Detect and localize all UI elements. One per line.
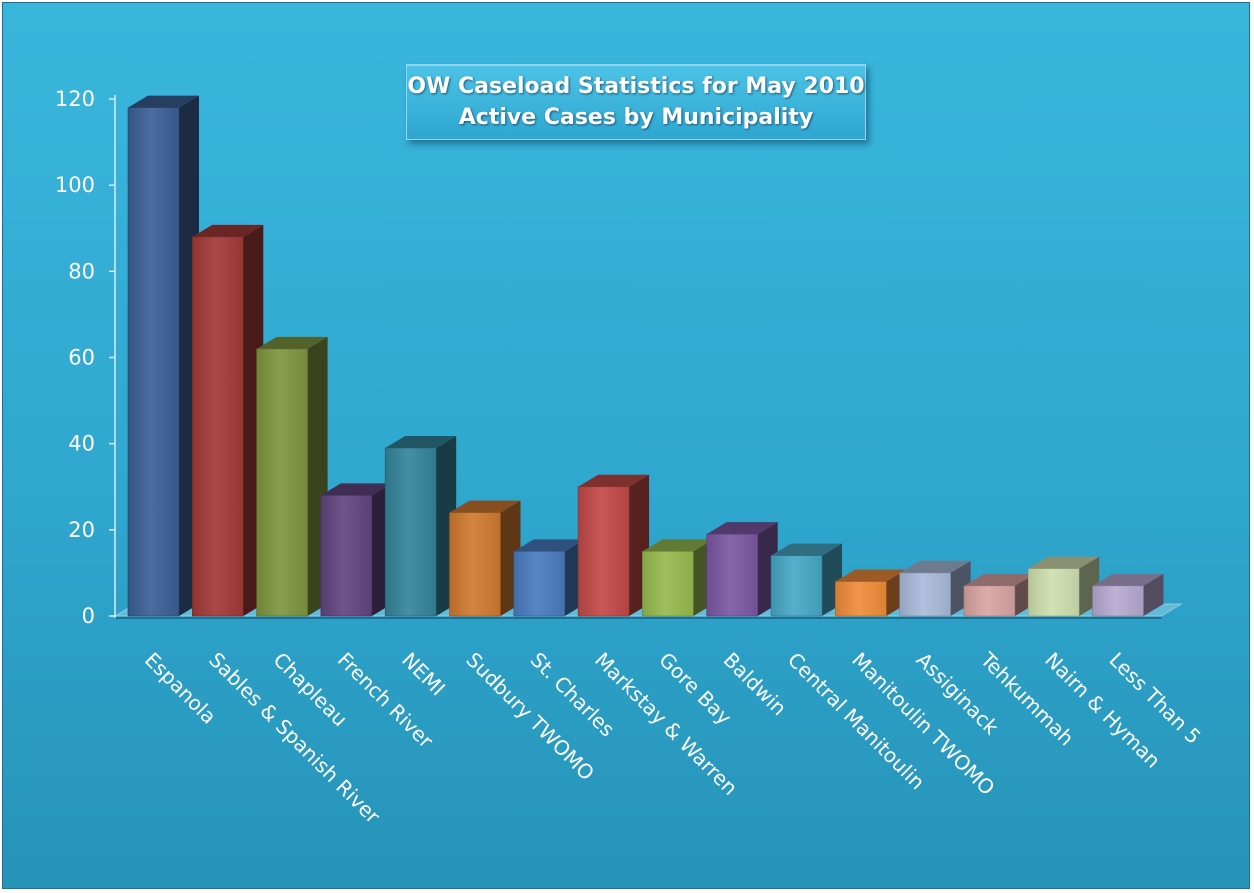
bar <box>1027 556 1100 617</box>
y-tick-label: 100 <box>55 173 95 197</box>
bar-front <box>513 551 566 617</box>
bar-front <box>256 348 308 617</box>
bar-front <box>963 585 1016 617</box>
bar-front <box>834 581 887 617</box>
bar-top <box>449 500 521 513</box>
bar <box>963 573 1035 617</box>
bar <box>834 569 907 617</box>
y-tick-label: 20 <box>68 518 95 542</box>
bar <box>127 95 199 617</box>
bar-top <box>963 573 1035 586</box>
bar-top <box>706 522 778 535</box>
bar-side <box>1143 573 1164 616</box>
bar <box>770 543 842 617</box>
bar-top <box>642 539 714 552</box>
bar <box>577 474 650 617</box>
bar-top <box>899 560 971 573</box>
bar-top <box>835 569 907 582</box>
bar <box>513 539 585 617</box>
bar-top <box>513 539 585 552</box>
bar-top <box>1028 556 1100 569</box>
bar-front <box>449 512 501 617</box>
y-tick-label: 80 <box>68 259 95 283</box>
bar <box>899 560 971 617</box>
bar-front <box>1027 568 1080 617</box>
x-tick-label: Nairn & Hyman <box>1040 648 1165 773</box>
bar-top <box>771 543 842 556</box>
bar-top <box>320 483 392 496</box>
bar-front <box>320 495 373 617</box>
bar-top <box>578 474 650 487</box>
y-tick-label: 40 <box>68 432 95 456</box>
bar-front <box>192 236 244 617</box>
bar-top <box>1092 573 1164 586</box>
bar-front <box>770 555 823 617</box>
y-tick-label: 60 <box>68 346 95 370</box>
bar <box>192 224 264 617</box>
chart-title-line-1: OW Caseload Statistics for May 2010 <box>407 74 865 99</box>
bar-front <box>899 572 951 617</box>
bar <box>256 336 328 617</box>
bar <box>384 435 457 617</box>
chart-title: OW Caseload Statistics for May 2010 Acti… <box>406 64 866 140</box>
bar-front <box>127 107 180 617</box>
chart-title-line-2: Active Cases by Municipality <box>458 105 814 130</box>
bar <box>706 522 778 617</box>
bar-top <box>128 95 199 108</box>
bar-top <box>192 224 264 237</box>
bar-top <box>385 435 457 448</box>
x-tick-label: NEMI <box>397 648 450 701</box>
bar <box>320 483 392 617</box>
bar-front <box>1092 585 1144 617</box>
bar-front <box>577 486 630 617</box>
bar <box>642 539 714 617</box>
bar <box>449 500 521 617</box>
bar-front <box>642 551 694 617</box>
y-tick-label: 120 <box>55 87 95 111</box>
bar <box>1092 573 1164 617</box>
bar-top <box>256 336 328 349</box>
bar-front <box>706 533 759 617</box>
bar-front <box>384 447 437 617</box>
y-tick-label: 0 <box>82 604 95 628</box>
